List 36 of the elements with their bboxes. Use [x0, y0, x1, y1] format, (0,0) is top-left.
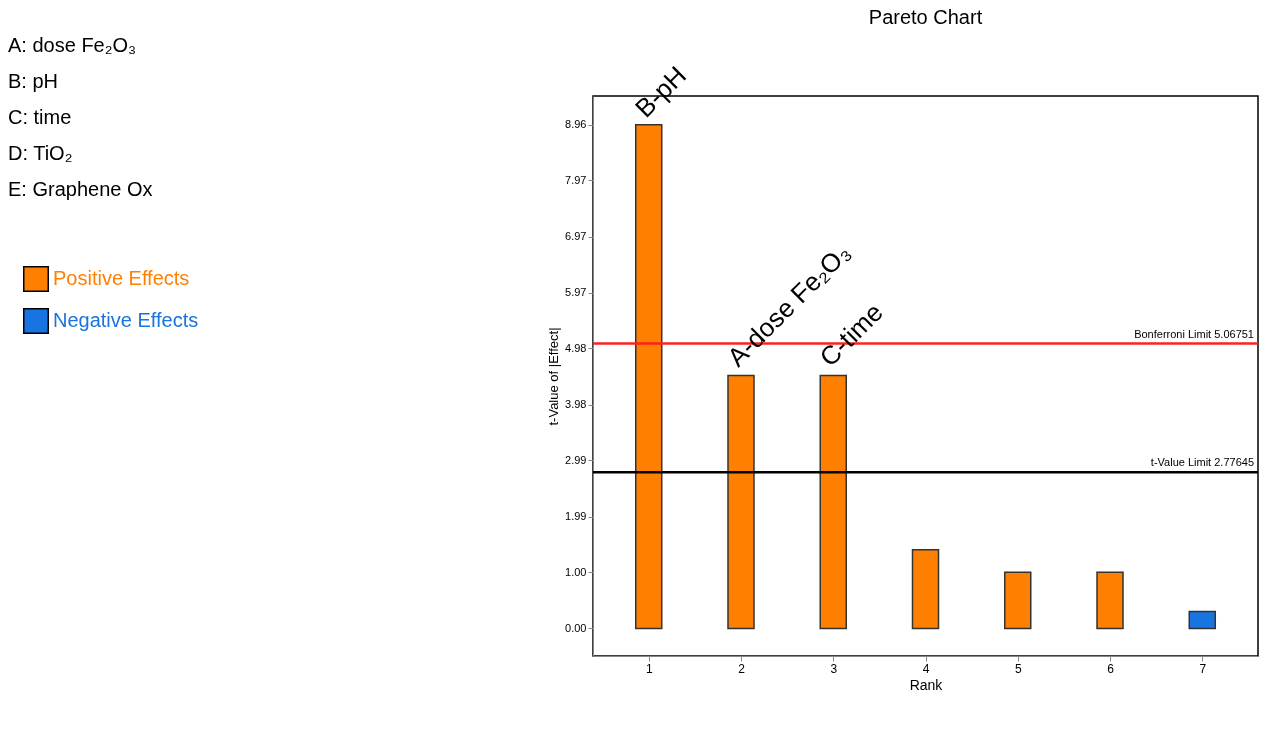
x-tick-label: 3 [830, 661, 838, 676]
bar [727, 374, 755, 630]
ref-line-label: t-Value Limit 2.77645 [1150, 456, 1254, 469]
y-tick-label: 5.97 [565, 286, 587, 299]
y-tick-label: 2.99 [565, 453, 587, 466]
x-tick-label: 2 [738, 661, 746, 676]
bar [634, 123, 663, 630]
y-tick-label: 1.00 [565, 565, 587, 578]
y-tick-label: 6.97 [565, 230, 587, 243]
x-tick-label: 4 [922, 661, 930, 676]
y-tick-label: 7.97 [565, 173, 587, 186]
bar [1004, 571, 1032, 630]
y-tick-label: 8.96 [565, 118, 587, 131]
x-axis-title: Rank [909, 676, 944, 693]
bar [911, 548, 940, 630]
text: D: TiO₂ [8, 142, 73, 164]
x-tick-label: 7 [1199, 661, 1207, 676]
bar [1096, 571, 1124, 630]
legend-label: Positive Effects [53, 267, 190, 289]
text: B: pH [8, 70, 59, 92]
text: E: Graphene Ox [8, 178, 153, 200]
x-tick-label: 1 [645, 661, 653, 676]
y-axis-title: t-Value of |Effect| [546, 327, 562, 426]
y-tick-label: 4.98 [565, 341, 587, 354]
x-tick-label: 6 [1107, 661, 1115, 676]
bar [819, 374, 847, 630]
x-tick-label: 5 [1014, 661, 1022, 676]
text: A: dose Fe₂O₃ [8, 34, 137, 56]
text: C: time [8, 106, 72, 128]
y-tick-label: 3.98 [565, 398, 587, 411]
ref-line-label: Bonferroni Limit 5.06751 [1134, 327, 1254, 340]
legend-label: Negative Effects [53, 309, 199, 331]
bar [1188, 610, 1217, 630]
y-tick-label: 1.99 [565, 510, 587, 523]
chart-title: Pareto Chart [868, 6, 983, 28]
y-tick-label: 0.00 [565, 621, 587, 634]
